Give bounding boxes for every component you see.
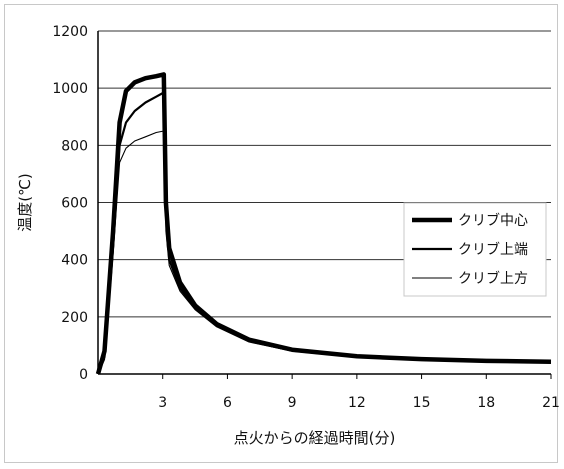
x-tick-label: 12	[348, 395, 366, 411]
x-tick-label: 6	[223, 395, 232, 411]
series-line	[97, 130, 552, 375]
x-tick-label: 21	[542, 395, 560, 411]
x-tick-label: 9	[288, 395, 297, 411]
y-tick-label: 600	[61, 196, 88, 212]
legend-label: クリブ上方	[458, 270, 528, 287]
legend-label: クリブ中心	[458, 212, 528, 229]
x-tick-label: 18	[477, 395, 495, 411]
axis-layer: 0 200 400 600 800 1000 1200 3 6 9 12 15 18 21	[52, 24, 560, 411]
series-layer	[95, 72, 552, 375]
y-tick-label: 1000	[52, 81, 88, 97]
y-tick-label: 0	[79, 367, 88, 383]
x-tick-label: 15	[413, 395, 431, 411]
y-tick-label: 200	[61, 310, 88, 326]
x-tick-label: 3	[158, 395, 167, 411]
y-tick-label: 1200	[52, 24, 88, 40]
y-tick-label: 400	[61, 253, 88, 269]
x-axis-title: 点火からの経過時間(分)	[234, 429, 396, 447]
y-axis-title: 温度(℃)	[16, 173, 34, 232]
y-tick-label: 800	[61, 138, 88, 154]
legend-label: クリブ上端	[458, 241, 528, 258]
